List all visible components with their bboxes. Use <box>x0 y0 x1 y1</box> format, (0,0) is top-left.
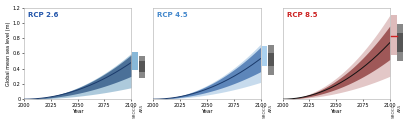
Text: RCP 8.5: RCP 8.5 <box>287 12 317 18</box>
Bar <box>139 61 144 72</box>
Text: RCP 2.6: RCP 2.6 <box>28 12 59 18</box>
Text: SROCC: SROCC <box>263 104 267 118</box>
Bar <box>262 46 267 66</box>
Text: AR5: AR5 <box>269 104 273 112</box>
Text: RCP 4.5: RCP 4.5 <box>158 12 188 18</box>
Text: AR5: AR5 <box>140 104 144 112</box>
X-axis label: Year: Year <box>72 109 83 114</box>
Bar <box>397 24 403 61</box>
Bar <box>268 45 274 75</box>
Bar <box>139 56 144 78</box>
Y-axis label: Global mean sea level (m): Global mean sea level (m) <box>6 21 11 86</box>
X-axis label: Year: Year <box>201 109 213 114</box>
Bar <box>268 53 274 66</box>
Text: AR5: AR5 <box>398 104 402 112</box>
Bar <box>397 33 403 52</box>
Text: SROCC: SROCC <box>133 104 137 118</box>
Text: SROCC: SROCC <box>392 104 396 118</box>
X-axis label: Year: Year <box>330 109 342 114</box>
Bar <box>391 15 397 55</box>
Bar <box>132 52 138 70</box>
